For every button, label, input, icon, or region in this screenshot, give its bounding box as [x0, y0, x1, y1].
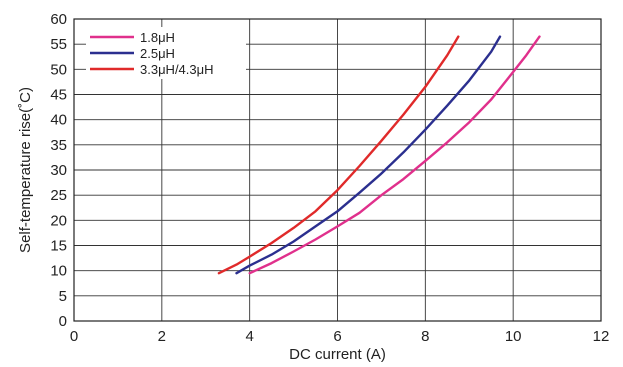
series-layer: [217, 35, 541, 275]
series-line-2: [235, 35, 502, 275]
y-tick-labels: 0 5 10 15 20 25 30 35 40 45 50 55 60: [50, 11, 67, 330]
y-tick-label: 20: [50, 212, 67, 229]
x-tick-labels: 0 2 4 6 8 10 12: [70, 328, 610, 345]
x-tick-label: 12: [593, 328, 610, 345]
y-tick-label: 5: [59, 288, 67, 305]
y-tick-label: 60: [50, 11, 67, 28]
x-tick-label: 0: [70, 328, 78, 345]
x-tick-label: 4: [245, 328, 253, 345]
series-line-3: [217, 35, 460, 275]
x-tick-label: 8: [421, 328, 429, 345]
x-axis-title: DC current (A): [289, 346, 386, 363]
legend-label-2: 2.5μH: [140, 46, 175, 61]
series-line-1: [248, 35, 541, 275]
y-tick-label: 50: [50, 61, 67, 78]
y-tick-label: 40: [50, 112, 67, 129]
y-axis-title: Self-temperature rise(˚C): [17, 87, 34, 253]
y-tick-label: 55: [50, 36, 67, 53]
legend-label-1: 1.8μH: [140, 30, 175, 45]
y-tick-label: 45: [50, 87, 67, 104]
y-tick-label: 15: [50, 238, 67, 255]
x-tick-label: 2: [158, 328, 166, 345]
y-tick-label: 35: [50, 137, 67, 154]
y-tick-label: 10: [50, 263, 67, 280]
x-tick-label: 6: [333, 328, 341, 345]
legend-label-3: 3.3μH/4.3μH: [140, 62, 214, 77]
plot-frame: [73, 18, 602, 322]
x-tick-label: 10: [505, 328, 522, 345]
y-tick-label: 30: [50, 162, 67, 179]
y-tick-label: 0: [59, 313, 67, 330]
y-tick-label: 25: [50, 187, 67, 204]
